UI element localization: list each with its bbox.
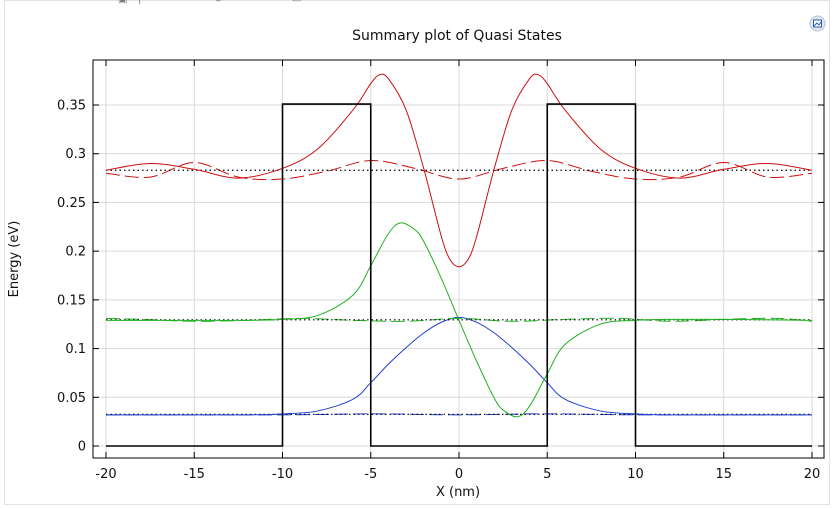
ticks: -20 -15 -10 -5 0 5 10 15 20 0 0.05 0.1 0.15 0.2 0.25 0.… [57, 60, 824, 482]
state-2-wavefunction [106, 222, 813, 418]
y-tick-label: 0.25 [57, 196, 86, 211]
y-tick-label: 0.2 [65, 245, 86, 260]
state-2-dashed-curve [105, 317, 813, 322]
y-tick-label: 0.35 [57, 99, 86, 114]
chart-title: Summary plot of Quasi States [352, 28, 562, 44]
grid [93, 60, 824, 458]
x-tick-label: -10 [272, 467, 293, 482]
y-tick-label: 0.3 [65, 147, 86, 162]
plot-window [4, 0, 830, 505]
x-tick-label: -5 [364, 467, 377, 482]
state-1-wavefunction [105, 316, 813, 416]
plot-image-icon[interactable] [809, 15, 826, 32]
grid-icon[interactable]: ⋯ [158, 0, 168, 5]
x-tick-label: -20 [95, 467, 116, 482]
y-tick-label: 0 [78, 440, 86, 455]
square-icon[interactable]: ▣ [118, 0, 127, 5]
document-icon[interactable]: ▭ [292, 0, 301, 5]
y-tick-label: 0.15 [57, 293, 86, 308]
y-tick-label: 0.05 [57, 391, 86, 406]
x-tick-label: -15 [184, 467, 205, 482]
x-tick-label: 10 [627, 467, 644, 482]
state-3-wavefunction [105, 73, 813, 268]
x-tick-label: 5 [543, 467, 551, 482]
x-axis-label: X (nm) [436, 485, 480, 500]
y-tick-label: 0.1 [65, 342, 86, 357]
refresh-icon[interactable]: ↻ [214, 0, 222, 5]
y-axis-label: Energy (eV) [7, 221, 22, 298]
x-tick-label: 20 [804, 467, 821, 482]
state-3-dashed-curve [105, 160, 813, 181]
grid-icon[interactable]: ⋯ [186, 0, 196, 5]
separator-icon: | [138, 0, 141, 5]
x-tick-label: 0 [455, 467, 463, 482]
x-tick-label: 15 [715, 467, 732, 482]
curves [105, 73, 813, 447]
potential-profile [106, 103, 812, 447]
toolbar-strip: ▣ | ⋯ ⋯ ↻ ▭ [110, 0, 320, 5]
